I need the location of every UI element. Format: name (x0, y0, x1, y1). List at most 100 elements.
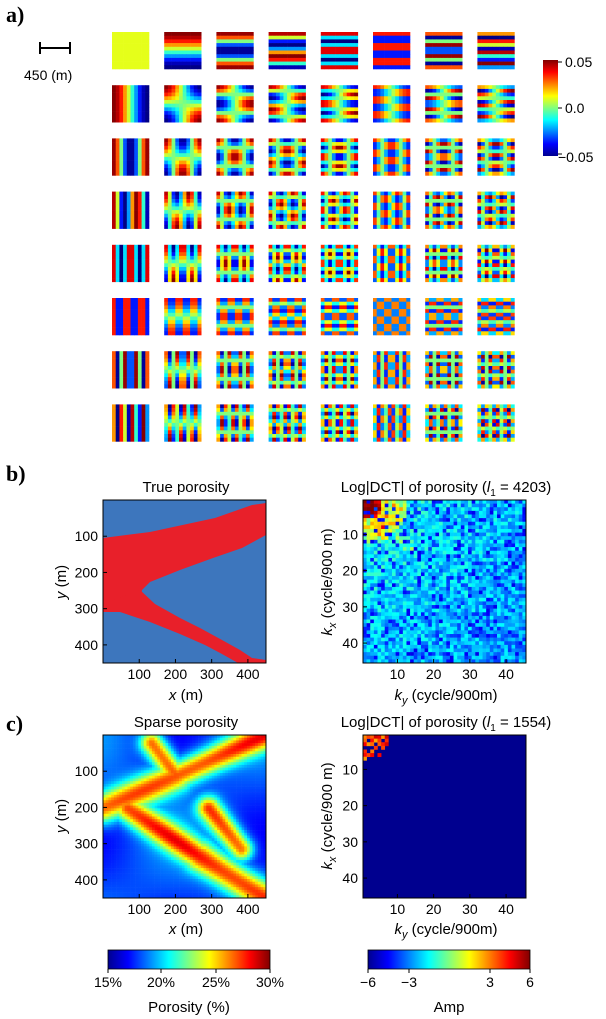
dct-basis-tile (425, 244, 463, 283)
dct-basis-tile (164, 351, 202, 389)
x-tick-label: 200 (164, 901, 188, 917)
x-tick-label: 10 (390, 666, 406, 682)
dct-basis-tile (268, 404, 306, 442)
dct-basis-tile (320, 138, 359, 176)
dct-basis-tile (477, 298, 515, 336)
y-tick-label: 400 (75, 637, 99, 653)
y-tick-label: 100 (75, 528, 99, 544)
y-tick-label: 20 (342, 563, 358, 579)
dct-b-xlabel: ky (cycle/900m) (394, 687, 497, 707)
x-tick-label: 40 (498, 666, 514, 682)
dct-basis-tile (425, 404, 463, 442)
dct-c-ylabel: kx (cycle/900 m) (319, 762, 339, 869)
y-tick-label: 20 (342, 798, 358, 814)
porosity-colorbar (107, 949, 271, 970)
dct-basis-tile (164, 191, 202, 229)
porosity-colorbar-ticks: 15% 20% 25% 30% (94, 969, 284, 990)
x-tick-label: 20 (426, 901, 442, 917)
dct-basis-tile (164, 138, 202, 176)
x-tick-label: 400 (236, 666, 260, 682)
true-porosity-channel (103, 503, 266, 608)
porosity-tick-label: 30% (256, 974, 284, 990)
amp-tick-label: 3 (486, 974, 494, 990)
dct-basis-tile (216, 32, 254, 70)
colorbar-a-max: 0.05 (565, 54, 592, 70)
dct-basis-tile (112, 85, 150, 123)
amp-tick-label: −6 (360, 974, 376, 990)
dct-b-title: Log|DCT| of porosity (l1 = 4203) (341, 479, 552, 499)
dct-basis-tile (112, 191, 150, 229)
dct-basis-tile (373, 191, 411, 229)
sparse-porosity-ylabel: y (m) (53, 799, 70, 834)
x-tick-label: 30 (462, 666, 478, 682)
dct-basis-tile (425, 191, 463, 229)
dct-basis-tile (373, 404, 411, 442)
sparse-porosity-title: Sparse porosity (134, 714, 239, 731)
dct-c-yticks: 10 20 30 40 (342, 761, 367, 886)
dct-basis-tile (216, 191, 254, 229)
dct-basis-tile (216, 138, 254, 176)
sparse-porosity-xticks: 100 200 300 400 (128, 894, 260, 917)
dct-basis-tile (373, 85, 411, 123)
dct-basis-tile (320, 244, 359, 283)
dct-basis-tile (477, 191, 515, 229)
x-tick-label: 30 (462, 901, 478, 917)
y-tick-label: 300 (75, 836, 99, 852)
dct-b-xticks: 10 20 30 40 (390, 659, 514, 682)
dct-basis-tile (320, 404, 359, 442)
dct-basis-tile (425, 85, 463, 123)
dct-basis-tile (268, 351, 306, 389)
y-tick-label: 40 (342, 635, 358, 651)
amp-colorbar (367, 949, 531, 970)
porosity-tick-label: 15% (94, 974, 122, 990)
sparse-porosity-xlabel: x (m) (168, 921, 203, 938)
dct-c-xlabel: ky (cycle/900m) (394, 921, 497, 941)
dct-c-plot (362, 734, 527, 899)
scale-bar (39, 42, 71, 54)
dct-c-xticks: 10 20 30 40 (390, 894, 514, 917)
dct-basis-tile (112, 404, 150, 442)
true-porosity-branch (103, 590, 266, 663)
dct-basis-tile (164, 298, 202, 336)
dct-basis-tile (320, 85, 359, 123)
sparse-porosity-yticks: 100 200 300 400 (75, 763, 107, 888)
y-tick-label: 100 (75, 763, 99, 779)
amp-tick-label: −3 (401, 974, 417, 990)
dct-basis-tile (216, 85, 254, 123)
panel-c-letter: c) (6, 711, 23, 736)
dct-basis-tile (268, 298, 306, 336)
dct-basis-tile (320, 298, 359, 336)
dct-basis-tile (477, 404, 515, 442)
true-porosity-xticks: 100 200 300 400 (128, 659, 260, 682)
dct-b-yticks: 10 20 30 40 (342, 526, 367, 651)
dct-basis-tile (477, 244, 515, 283)
dct-basis-tile (268, 32, 306, 70)
y-tick-label: 300 (75, 601, 99, 617)
dct-basis-tile (164, 32, 202, 70)
dct-basis-tile (477, 85, 515, 123)
dct-basis-tile (216, 298, 254, 336)
dct-basis-grid (112, 32, 515, 442)
dct-basis-tile (320, 32, 359, 70)
true-porosity-yticks: 100 200 300 400 (75, 528, 107, 653)
dct-basis-tile (373, 351, 411, 389)
panel-a-colorbar (543, 60, 562, 156)
porosity-tick-label: 25% (202, 974, 230, 990)
dct-basis-tile (268, 138, 306, 176)
dct-basis-tile (268, 244, 306, 283)
x-tick-label: 40 (498, 901, 514, 917)
x-tick-label: 100 (128, 901, 152, 917)
scale-bar-label: 450 (m) (24, 67, 72, 83)
panel-a-letter: a) (6, 2, 24, 27)
dct-basis-tile (268, 191, 306, 229)
x-tick-label: 300 (200, 666, 224, 682)
dct-basis-tile (373, 32, 411, 70)
dct-basis-tile (477, 32, 515, 70)
y-tick-label: 200 (75, 564, 99, 580)
x-tick-label: 100 (128, 666, 152, 682)
dct-basis-tile (477, 351, 515, 389)
x-tick-label: 200 (164, 666, 188, 682)
y-tick-label: 30 (342, 834, 358, 850)
dct-basis-tile (164, 85, 202, 123)
dct-basis-tile (164, 244, 202, 283)
